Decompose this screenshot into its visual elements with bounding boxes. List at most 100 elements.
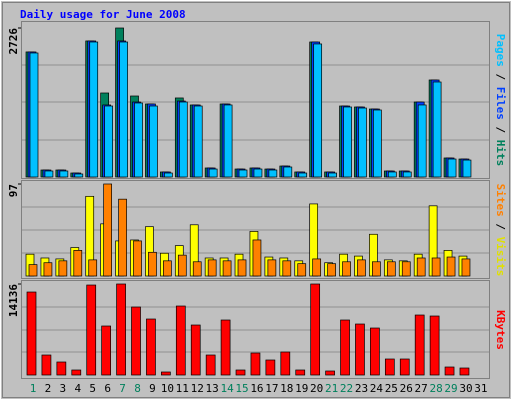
bar (235, 369, 246, 376)
bar (28, 264, 38, 277)
bar (416, 257, 426, 277)
bar (131, 306, 141, 376)
bar (402, 171, 412, 178)
bar (205, 354, 216, 376)
bar (340, 319, 350, 376)
bar (386, 261, 396, 277)
bar (148, 251, 157, 277)
bar (328, 172, 337, 178)
legend: Sites / Visits (494, 184, 507, 277)
y-tick-label: 2726 (7, 28, 20, 55)
bar (267, 259, 277, 277)
bar (146, 318, 156, 376)
bar (223, 104, 233, 178)
x-tick-label: 2 (45, 382, 52, 395)
bar (325, 370, 335, 376)
x-tick-label: 9 (149, 382, 156, 395)
bar (101, 325, 112, 376)
bar (71, 369, 82, 376)
x-tick-label: 22 (340, 382, 353, 395)
panels (21, 21, 490, 379)
x-tick-label: 5 (89, 382, 96, 395)
bar (175, 305, 186, 376)
bar (342, 261, 351, 277)
bar (119, 41, 128, 178)
bar (265, 359, 276, 376)
bar (41, 354, 52, 376)
bar (149, 105, 158, 178)
bar (133, 240, 142, 277)
bar (358, 107, 367, 178)
bar (43, 262, 53, 277)
bar (208, 168, 218, 178)
x-tick-label: 31 (474, 382, 487, 395)
x-tick-label: 23 (355, 382, 368, 395)
y-tick-label: 14136 (7, 284, 20, 317)
x-tick-label: 10 (161, 382, 174, 395)
bar (178, 101, 188, 178)
bar (370, 327, 380, 376)
bar (56, 361, 67, 376)
bar (372, 261, 381, 277)
x-tick-label: 27 (415, 382, 428, 395)
x-tick-label: 29 (444, 382, 457, 395)
x-tick-label: 7 (119, 382, 126, 395)
x-tick-label: 25 (385, 382, 398, 395)
x-tick-label: 4 (74, 382, 81, 395)
bar (327, 263, 336, 277)
bar (220, 319, 231, 376)
legend-entry: Sites (494, 184, 507, 217)
grid (22, 64, 489, 353)
bar (192, 261, 202, 277)
bar (250, 352, 261, 376)
bar (312, 258, 322, 277)
bar (59, 170, 69, 178)
x-tick-label: 24 (370, 382, 384, 395)
bar (282, 260, 292, 277)
legend-entry: KBytes (494, 310, 507, 350)
bar (447, 158, 457, 178)
bar (355, 323, 365, 376)
bar (89, 41, 99, 178)
bar (417, 104, 427, 178)
bar (414, 314, 425, 376)
legend-entry: Visits (494, 237, 507, 277)
x-tick-label: 14 (220, 382, 234, 395)
bar (295, 369, 306, 376)
bar (446, 256, 456, 277)
bar (177, 254, 187, 277)
chart-title: Daily usage for June 2008 (20, 8, 186, 21)
x-tick-label: 13 (206, 382, 219, 395)
bar (86, 284, 97, 376)
x-tick-label: 8 (134, 382, 141, 395)
bar (313, 43, 323, 178)
y-tick-label: 97 (7, 184, 20, 197)
bar (401, 261, 411, 277)
bar (432, 81, 442, 178)
bar (134, 102, 143, 178)
bar (444, 366, 455, 376)
bar (357, 259, 366, 277)
bar (88, 259, 98, 277)
bar (252, 239, 262, 277)
bar (253, 168, 263, 178)
bar (310, 283, 321, 376)
legend-entry: Files (494, 87, 507, 120)
bar (104, 105, 114, 178)
x-tick-label: 17 (265, 382, 278, 395)
bar (461, 258, 471, 277)
x-tick-label: 16 (250, 382, 263, 395)
bar (163, 260, 172, 277)
bar (431, 257, 441, 277)
x-tick-label: 6 (104, 382, 111, 395)
x-tick-label: 18 (280, 382, 293, 395)
x-tick-label: 20 (310, 382, 323, 395)
bar (222, 260, 232, 277)
bar (462, 159, 472, 178)
bar (44, 170, 54, 178)
bar (280, 351, 291, 376)
bar (116, 283, 126, 376)
bar (429, 315, 440, 376)
